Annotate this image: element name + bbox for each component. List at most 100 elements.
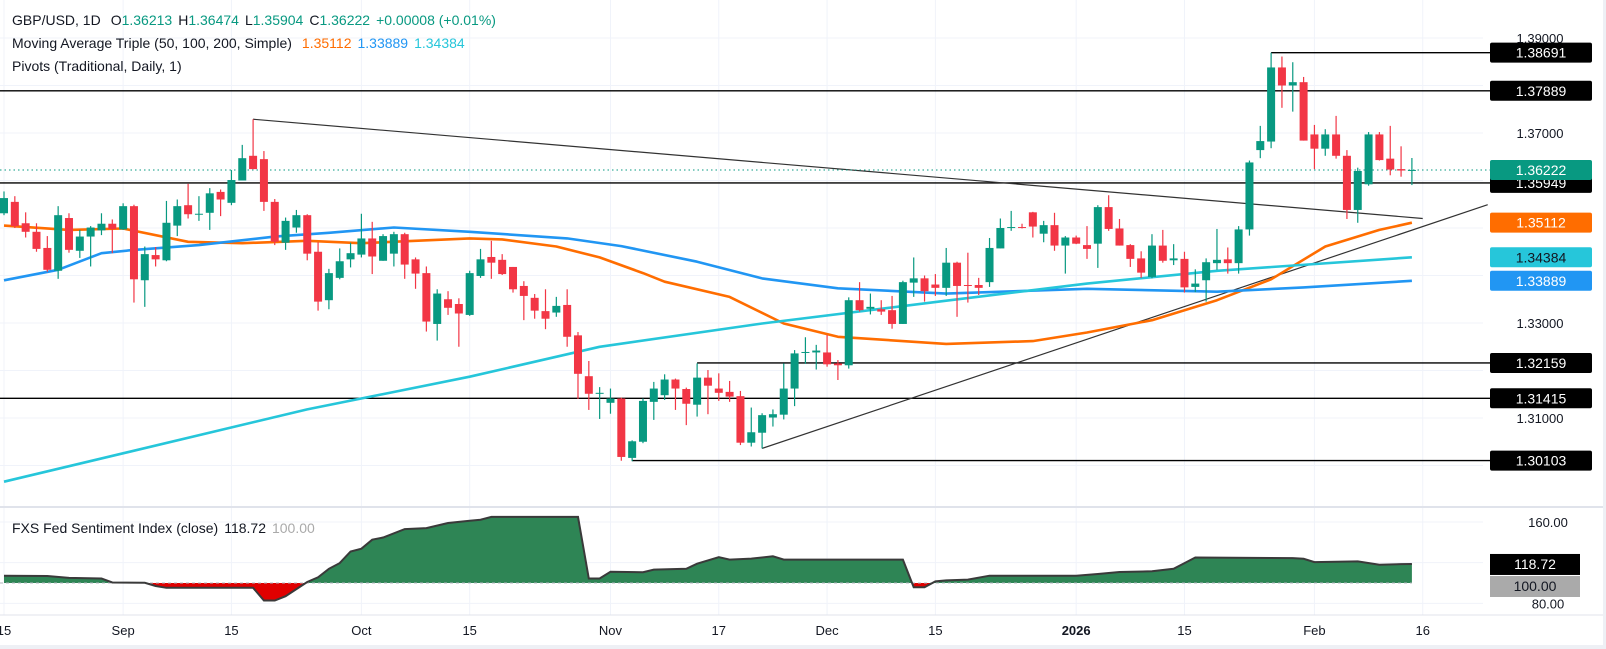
last-price-tag-bg — [1490, 159, 1592, 180]
candle — [1104, 195, 1113, 231]
time-axis-label: 16 — [1415, 623, 1429, 638]
candle-body — [184, 205, 193, 215]
indicator-axis-label: 80.00 — [1532, 596, 1565, 611]
candle — [433, 289, 442, 341]
candle — [1158, 229, 1167, 263]
candle — [855, 282, 864, 312]
price-axis-label: 1.31000 — [1517, 411, 1564, 426]
candle — [617, 397, 626, 461]
pivots-legend[interactable]: Pivots (Traditional, Daily, 1) — [12, 57, 188, 75]
candle-body — [86, 227, 95, 237]
candle — [1342, 150, 1351, 219]
candle — [573, 332, 582, 399]
candle-body — [259, 159, 268, 202]
candle — [454, 298, 463, 347]
indicator-title: FXS Fed Sentiment Index (close) — [12, 520, 219, 536]
candle — [985, 237, 994, 287]
candle — [638, 398, 647, 444]
candle-body — [194, 213, 203, 215]
candle-body — [10, 201, 19, 227]
time-axis-label: 15 — [0, 623, 11, 638]
candle — [1115, 218, 1124, 246]
candle-body — [747, 432, 756, 443]
candle — [963, 252, 972, 303]
time-axis-label: 15 — [462, 623, 476, 638]
pivot-price-tag: 1.30103 — [1490, 450, 1592, 471]
candle — [400, 232, 409, 279]
candle — [671, 378, 680, 410]
candle — [606, 388, 615, 414]
candle — [1018, 223, 1027, 229]
candle — [1180, 251, 1189, 293]
candle-body — [866, 306, 875, 309]
candle-body — [530, 297, 539, 311]
candle — [335, 248, 344, 280]
pane-divider[interactable] — [0, 506, 1606, 508]
ma100-price-tag-text: 1.33889 — [1516, 273, 1567, 289]
candle — [888, 295, 897, 329]
candle-body — [422, 273, 431, 322]
candle-body — [129, 206, 138, 280]
ma-title: Moving Average Triple (50, 100, 200, Sim… — [12, 35, 292, 51]
candle-body — [519, 285, 528, 296]
candle — [1299, 76, 1308, 141]
candle — [931, 274, 940, 296]
candle — [1007, 210, 1016, 231]
candle-body — [97, 223, 106, 231]
candle — [1028, 211, 1037, 238]
candle-body — [1169, 258, 1178, 261]
candle-body — [64, 218, 73, 250]
candle — [292, 209, 301, 233]
candle-body — [465, 273, 474, 315]
candle-body — [606, 398, 615, 403]
ma100-value: 1.33889 — [357, 35, 409, 51]
ma100-price-tag: 1.33889 — [1490, 270, 1592, 291]
candle-body — [32, 231, 41, 249]
ma-legend[interactable]: Moving Average Triple (50, 100, 200, Sim… — [12, 34, 471, 52]
symbol-legend[interactable]: GBP/USD, 1D O1.36213 H1.36474 L1.35904 C1.36… — [12, 11, 502, 29]
candle — [779, 363, 788, 420]
candle-body — [21, 223, 30, 232]
symbol-title: GBP/USD, 1D — [12, 12, 101, 28]
candle-body — [1245, 162, 1254, 230]
candle-body — [444, 299, 453, 308]
candle-body — [790, 353, 799, 389]
candle — [119, 203, 128, 230]
candle — [1397, 146, 1406, 177]
candle — [97, 213, 106, 236]
candle — [1256, 125, 1265, 159]
candle — [1093, 205, 1102, 268]
candle — [758, 413, 767, 449]
candle-body — [292, 215, 301, 228]
candle-body — [238, 158, 247, 181]
candle-body — [996, 228, 1005, 249]
candle-body — [638, 400, 647, 442]
candle — [725, 380, 734, 402]
candle — [1212, 228, 1221, 270]
time-axis-label: Nov — [599, 623, 623, 638]
price-axis-label: 1.37000 — [1517, 126, 1564, 141]
candle-body — [1212, 259, 1221, 264]
candle — [790, 350, 799, 407]
candle — [140, 246, 149, 307]
pivot-price-tag: 1.37889 — [1490, 80, 1592, 101]
candle-body — [1083, 245, 1091, 249]
candle-body — [1072, 237, 1081, 244]
candle — [227, 170, 236, 206]
candle — [833, 360, 842, 380]
candle-body — [119, 206, 128, 230]
ma50-price-tag: 1.35112 — [1490, 212, 1592, 233]
candle-body — [833, 363, 842, 366]
time-axis-label: Feb — [1303, 623, 1325, 638]
candle — [216, 189, 225, 217]
candle — [238, 144, 247, 181]
candle — [75, 229, 84, 258]
candle — [563, 289, 572, 347]
pivot-price-tag-text: 1.30103 — [1516, 453, 1567, 469]
candle — [108, 219, 117, 254]
candle — [1245, 160, 1254, 236]
candle — [693, 363, 702, 417]
candle-body — [920, 278, 929, 292]
indicator-legend[interactable]: FXS Fed Sentiment Index (close) 118.72 100… — [12, 520, 321, 536]
